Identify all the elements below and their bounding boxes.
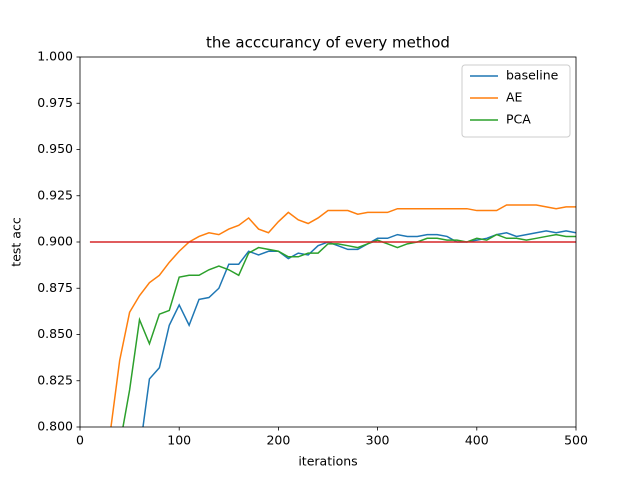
y-tick-label: 0.875	[37, 280, 73, 295]
data-line	[110, 204, 576, 427]
x-axis-label: iterations	[298, 454, 357, 469]
y-tick-label: 0.925	[37, 187, 73, 202]
data-line	[122, 233, 576, 427]
y-tick-label: 0.850	[37, 326, 73, 341]
x-tick-label: 100	[167, 433, 191, 448]
y-tick-label: 0.975	[37, 95, 73, 110]
axes-frame	[79, 56, 577, 428]
x-tick-label: 400	[465, 433, 489, 448]
legend-label: AE	[506, 90, 523, 105]
y-tick-label: 0.800	[37, 419, 73, 434]
x-tick-label: 0	[76, 433, 84, 448]
legend-box	[461, 64, 571, 138]
y-axis-label: test acc	[9, 217, 24, 267]
y-tick-label: 1.000	[37, 49, 73, 64]
x-tick-label: 300	[366, 433, 390, 448]
y-tick-label: 0.900	[37, 234, 73, 249]
chart-title: the acccurancy of every method	[206, 34, 450, 52]
legend: baseline AE PCA	[461, 64, 571, 138]
data-line	[142, 230, 576, 427]
y-tick-label: 0.825	[37, 372, 73, 387]
legend-label: PCA	[506, 112, 531, 127]
legend-label: baseline	[506, 68, 559, 83]
x-tick-label: 500	[564, 433, 588, 448]
y-tick-label: 0.950	[37, 141, 73, 156]
x-tick-label: 200	[266, 433, 290, 448]
plot-area	[89, 204, 576, 427]
